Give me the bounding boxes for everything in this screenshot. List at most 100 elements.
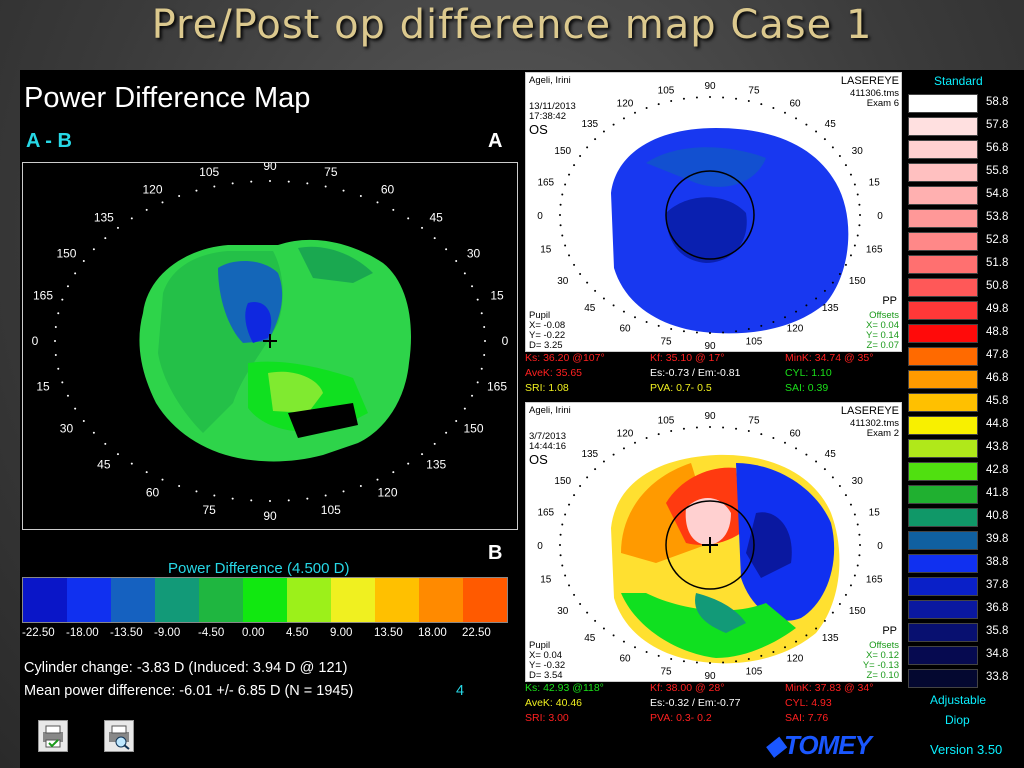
exam-file: 411306.tms bbox=[850, 88, 899, 99]
angle-label: 30 bbox=[557, 606, 569, 617]
angle-label: 60 bbox=[146, 486, 160, 500]
legend-swatch bbox=[908, 324, 978, 343]
angle-label: 165 bbox=[33, 289, 53, 303]
angle-label: 15 bbox=[490, 289, 504, 303]
offset-x: X= 0.12 bbox=[865, 650, 899, 661]
adjustable-button[interactable]: Adjustable bbox=[930, 693, 987, 707]
preop-topography-map[interactable]: 0 15 30 45 60 75 90 105 120 135 150 165 0 15 30 45 60 75 9… bbox=[525, 72, 902, 352]
offsets-label: Offsets bbox=[869, 640, 899, 651]
offset-z: Z= 0.07 bbox=[866, 340, 899, 351]
legend-swatch bbox=[908, 278, 978, 297]
scale-tick: 22.50 bbox=[462, 627, 491, 639]
scale-swatch bbox=[287, 578, 331, 622]
diop-label: Diop bbox=[945, 713, 970, 727]
angle-label: 105 bbox=[746, 337, 763, 348]
offset-z: Z= 0.10 bbox=[866, 670, 899, 681]
legend-value: 39.8 bbox=[986, 533, 1009, 545]
difference-map[interactable]: 0 15 30 45 60 75 90 105 120 135 150 165 0 15 30 45 60 75 9… bbox=[22, 159, 518, 530]
angle-label: 150 bbox=[554, 146, 571, 157]
legend-value: 55.8 bbox=[986, 165, 1009, 177]
angle-label: 150 bbox=[554, 476, 571, 487]
angle-label: 90 bbox=[263, 163, 277, 173]
pupil-label: Pupil bbox=[529, 640, 551, 651]
offsets-label: Offsets bbox=[869, 310, 899, 321]
pupil-y: Y= -0.32 bbox=[529, 660, 566, 671]
angle-label: 60 bbox=[789, 428, 801, 439]
difference-map-svg: 0 15 30 45 60 75 90 105 120 135 150 165 0 15 30 45 60 75 9… bbox=[32, 159, 509, 523]
scale-tick: -4.50 bbox=[198, 627, 225, 639]
angle-label: 45 bbox=[825, 119, 837, 130]
legend-swatch bbox=[908, 301, 978, 320]
device-brand: LASEREYE bbox=[840, 405, 899, 417]
angle-label: 90 bbox=[704, 671, 716, 681]
postop-cyl: CYL: 4.93 bbox=[785, 697, 832, 709]
legend-value: 42.8 bbox=[986, 464, 1009, 476]
angle-label: 45 bbox=[825, 449, 837, 460]
patient-name: Ageli, Irini bbox=[529, 405, 571, 416]
exam-date: 13/11/2013 bbox=[529, 101, 576, 112]
angle-label: 45 bbox=[584, 303, 596, 314]
postop-sri: SRI: 3.00 bbox=[525, 712, 569, 724]
angle-label: 90 bbox=[704, 81, 716, 92]
legend-swatch bbox=[908, 462, 978, 481]
scale-swatch bbox=[23, 578, 67, 622]
angle-label: 60 bbox=[789, 98, 801, 109]
legend-swatch bbox=[908, 255, 978, 274]
preop-pva: PVA: 0.7- 0.5 bbox=[650, 382, 712, 394]
legend-swatch bbox=[908, 554, 978, 573]
legend-swatch bbox=[908, 370, 978, 389]
legend-value: 41.8 bbox=[986, 487, 1009, 499]
angle-label: 0 bbox=[32, 334, 39, 348]
version-label: Version 3.50 bbox=[930, 742, 1003, 757]
angle-label: 45 bbox=[97, 458, 111, 472]
angle-label: 75 bbox=[660, 337, 672, 348]
postop-pva: PVA: 0.3- 0.2 bbox=[650, 712, 712, 724]
postop-topography-map[interactable]: 0 15 30 45 60 75 90 105 120 135 150 165 0 15 30 45 60 75 9… bbox=[525, 402, 902, 682]
offset-x: X= 0.04 bbox=[865, 320, 899, 331]
offset-y: Y= -0.13 bbox=[862, 660, 899, 671]
angle-label: 135 bbox=[581, 449, 598, 460]
angle-label: 120 bbox=[377, 486, 397, 500]
angle-label: 30 bbox=[557, 276, 569, 287]
legend-swatch bbox=[908, 669, 978, 688]
postop-pupil-circle bbox=[665, 500, 755, 590]
scale-swatch bbox=[463, 578, 507, 622]
angle-label: 15 bbox=[869, 507, 881, 518]
legend-swatch bbox=[908, 94, 978, 113]
mean-power-tag: 4 bbox=[456, 683, 465, 699]
difference-color-scale bbox=[22, 577, 508, 623]
postop-map-svg: 0 15 30 45 60 75 90 105 120 135 150 165 0 15 30 45 60 75 9… bbox=[537, 411, 883, 682]
scale-tick: 9.00 bbox=[330, 627, 353, 639]
cylinder-change: Cylinder change: -3.83 D (Induced: 3.94 … bbox=[24, 660, 348, 676]
scale-swatch bbox=[67, 578, 111, 622]
printer-search-button[interactable] bbox=[104, 720, 134, 752]
preop-es-em: Es:-0.73 / Em:-0.81 bbox=[650, 367, 741, 379]
angle-label: 75 bbox=[748, 85, 760, 96]
pupil-d: D= 3.25 bbox=[529, 340, 563, 351]
angle-label: 105 bbox=[321, 503, 341, 517]
scale-tick: 18.00 bbox=[418, 627, 447, 639]
legend-value: 53.8 bbox=[986, 211, 1009, 223]
angle-label: 30 bbox=[60, 422, 74, 436]
label-b: B bbox=[488, 542, 503, 564]
legend-value: 50.8 bbox=[986, 280, 1009, 292]
angle-label: 120 bbox=[787, 654, 804, 665]
legend-value: 46.8 bbox=[986, 372, 1009, 384]
postop-mink: MinK: 37.83 @ 34° bbox=[785, 682, 874, 694]
exam-time: 14:44:16 bbox=[529, 441, 566, 452]
angle-label: 105 bbox=[199, 165, 219, 179]
pp-label: PP bbox=[882, 625, 897, 637]
scale-tick: 4.50 bbox=[286, 627, 309, 639]
legend-value: 49.8 bbox=[986, 303, 1009, 315]
angle-label: 120 bbox=[617, 428, 634, 439]
preop-pupil-circle bbox=[665, 170, 755, 260]
angle-label: 135 bbox=[581, 119, 598, 130]
postop-kf: Kf: 38.00 @ 28° bbox=[650, 682, 725, 694]
printer-check-button[interactable] bbox=[38, 720, 68, 752]
preop-mink: MinK: 34.74 @ 35° bbox=[785, 352, 874, 364]
legend-swatch bbox=[908, 646, 978, 665]
angle-label: 105 bbox=[658, 415, 675, 426]
scale-swatch bbox=[155, 578, 199, 622]
exam-file: 411302.tms bbox=[850, 418, 899, 429]
legend-value: 40.8 bbox=[986, 510, 1009, 522]
